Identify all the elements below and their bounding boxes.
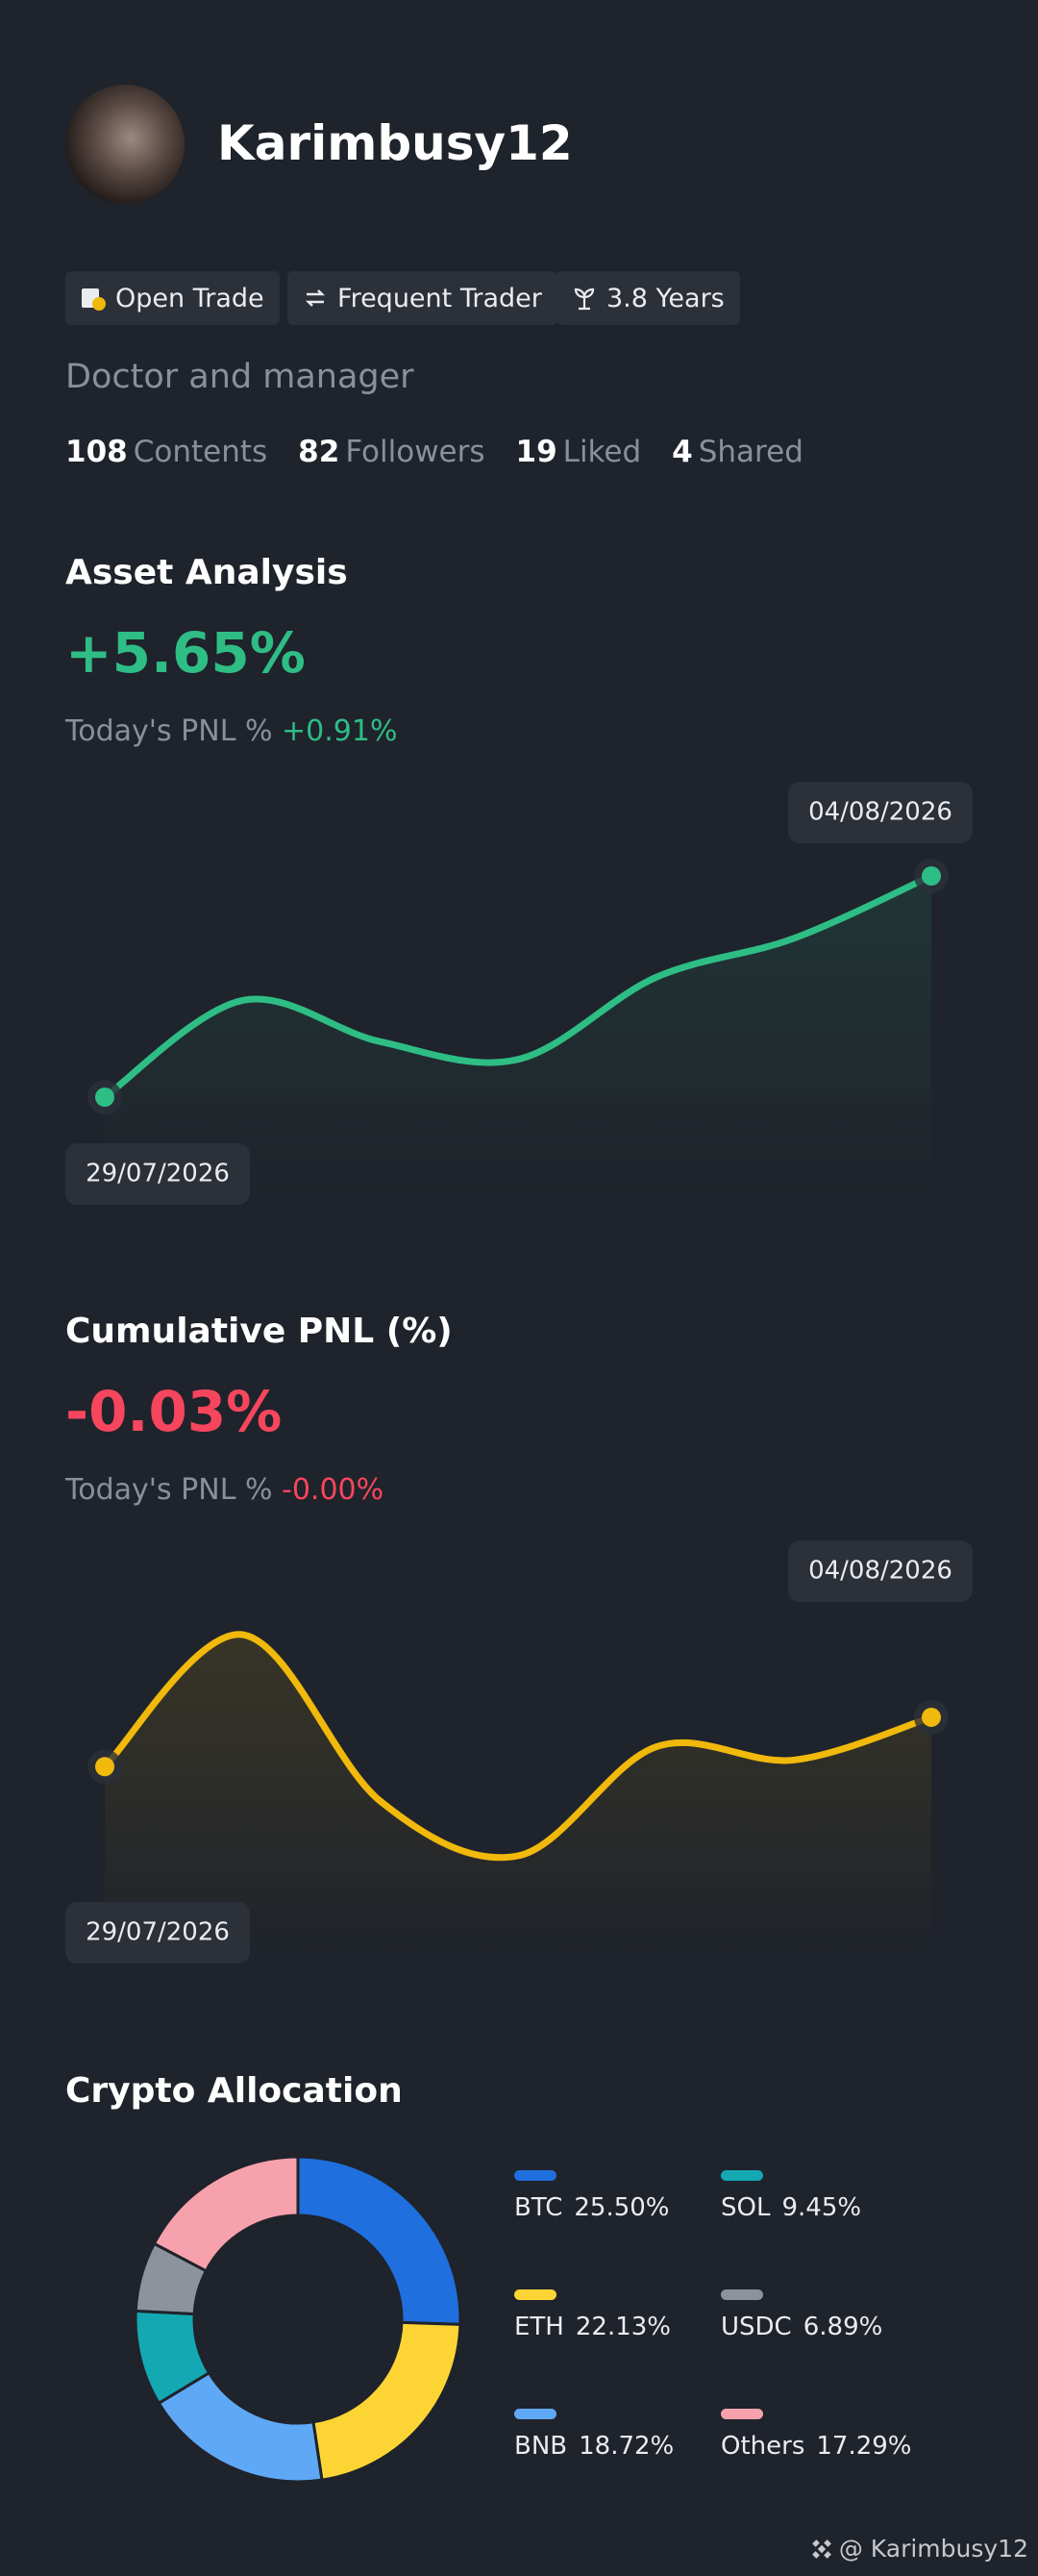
badge-label: 3.8 Years xyxy=(606,283,725,313)
logo xyxy=(811,2538,831,2559)
stat-value: 4 xyxy=(672,435,693,469)
today-pnl: Today's PNL % -0.00% xyxy=(65,1473,383,1507)
today-pnl: Today's PNL % +0.91% xyxy=(65,714,397,748)
pnl-label: Today's PNL % xyxy=(65,1473,273,1507)
legend-name: ETH xyxy=(514,2313,564,2341)
stat-label: Followers xyxy=(345,435,485,469)
legend-value: 22.13% xyxy=(575,2313,672,2341)
footer-handle: @ Karimbusy12 xyxy=(838,2535,1028,2563)
start-date: 29/07/2026 xyxy=(86,1918,230,1947)
area xyxy=(105,876,931,1197)
date-tag xyxy=(788,782,973,843)
badge-icon xyxy=(574,288,595,311)
badge: Frequent Trader xyxy=(287,271,557,325)
stat-label: Contents xyxy=(133,435,268,469)
date-tag xyxy=(65,1143,250,1205)
legend-value: 17.29% xyxy=(816,2432,912,2461)
pnl-change: -0.00% xyxy=(282,1473,384,1507)
section-title: Crypto Allocation xyxy=(65,2071,403,2111)
legend-entry: Others 17.29% xyxy=(721,2432,912,2461)
legend-swatch xyxy=(721,2409,763,2419)
user-name: Karimbusy12 xyxy=(217,115,573,171)
date-tag xyxy=(788,1540,973,1602)
slice xyxy=(311,2320,462,2482)
line-chart: 04/08/2026 29/07/2026 xyxy=(65,1540,973,1963)
section-title: Asset Analysis xyxy=(65,553,348,592)
end-point xyxy=(922,1707,941,1727)
stat: 4 Shared xyxy=(672,435,803,469)
badge-label: Open Trade xyxy=(115,283,264,313)
stat: 82 Followers xyxy=(298,435,484,469)
slice xyxy=(296,2155,462,2326)
area xyxy=(105,1634,931,1956)
line xyxy=(101,872,935,1101)
slice xyxy=(152,2155,300,2273)
stat-value: 19 xyxy=(515,435,557,469)
stat-label: Shared xyxy=(698,435,803,469)
badge: Open Trade xyxy=(65,271,280,325)
pnl-value: +5.65% xyxy=(65,620,306,686)
stat: 19 Liked xyxy=(516,435,642,469)
legend-entry: SOL 9.45% xyxy=(721,2193,861,2222)
legend-name: BTC xyxy=(514,2193,563,2222)
legend-swatch xyxy=(514,2170,556,2181)
badge-icon xyxy=(305,289,326,307)
stats: 108 Contents 82 Followers 19 Liked 4 Shared xyxy=(65,435,803,469)
legend-swatch xyxy=(514,2409,556,2419)
legend-value: 25.50% xyxy=(574,2193,670,2222)
legend-value: 9.45% xyxy=(781,2193,862,2222)
footer: @ Karimbusy12 xyxy=(810,2535,1028,2563)
start-date: 29/07/2026 xyxy=(86,1160,230,1188)
pnl-value: -0.03% xyxy=(65,1379,283,1444)
section-title: Cumulative PNL (%) xyxy=(65,1312,453,1351)
end-point xyxy=(922,866,941,886)
stat-value: 108 xyxy=(65,435,128,469)
avatar xyxy=(65,85,185,204)
legend-swatch xyxy=(514,2289,556,2300)
legend-value: 18.72% xyxy=(579,2432,675,2461)
date-tag xyxy=(65,1902,250,1963)
end-point xyxy=(95,1088,114,1107)
stat: 108 Contents xyxy=(65,435,267,469)
badge: 3.8 Years xyxy=(556,271,740,325)
line xyxy=(101,1631,935,1862)
legend-value: 6.89% xyxy=(803,2313,883,2341)
badge-label: Frequent Trader xyxy=(337,283,542,313)
pnl-change: +0.91% xyxy=(282,714,398,748)
legend-name: Others xyxy=(721,2432,805,2461)
legend-entry: ETH 22.13% xyxy=(514,2313,671,2341)
badge-icon xyxy=(82,288,106,311)
legend-entry: BTC 25.50% xyxy=(514,2193,670,2222)
legend-entry: BNB 18.72% xyxy=(514,2432,674,2461)
end-point xyxy=(95,1757,114,1777)
legend-name: BNB xyxy=(514,2432,568,2461)
stat-value: 82 xyxy=(298,435,340,469)
legend-name: USDC xyxy=(721,2313,792,2341)
end-date: 04/08/2026 xyxy=(808,798,952,827)
stat-label: Liked xyxy=(562,435,642,469)
end-date: 04/08/2026 xyxy=(808,1557,952,1586)
legend-swatch xyxy=(721,2170,763,2181)
pnl-label: Today's PNL % xyxy=(65,714,273,748)
legend-entry: USDC 6.89% xyxy=(721,2313,882,2341)
legend-name: SOL xyxy=(721,2193,771,2222)
legend-swatch xyxy=(721,2289,763,2300)
donut-chart xyxy=(134,2155,462,2484)
line-chart: 04/08/2026 29/07/2026 xyxy=(65,782,973,1205)
bio: Doctor and manager xyxy=(65,358,414,396)
